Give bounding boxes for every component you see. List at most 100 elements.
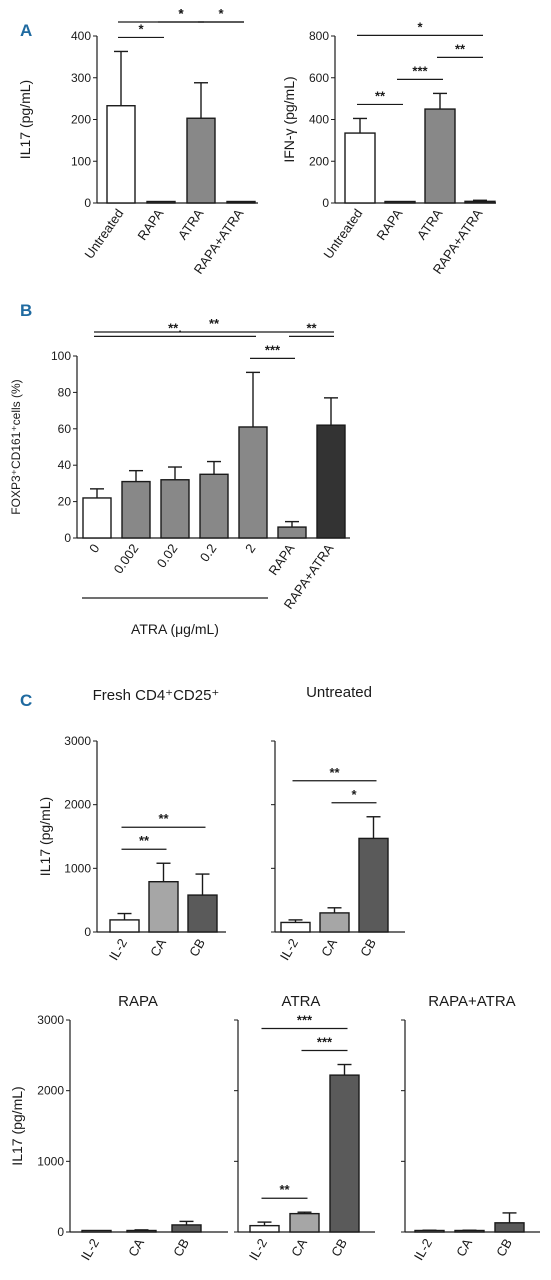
- bar-ca: [126, 1229, 157, 1233]
- significance-label: **: [329, 765, 340, 780]
- x-tick-label: IL-2: [78, 1236, 102, 1263]
- x-tick-label: RAPA: [134, 206, 166, 243]
- y-tick-label: 60: [58, 422, 72, 436]
- chart-fresh-cd4-cd25: 0 1000 2000 3000 IL17 (pg/mL) Fresh CD4⁺CD25⁺…: [37, 687, 226, 963]
- bar-rapa-atra: [464, 200, 496, 204]
- bar-cb: [187, 894, 218, 933]
- y-tick-label: 800: [309, 29, 329, 43]
- x-tick-label: CB: [170, 1236, 192, 1259]
- x-tick-label: IL-2: [246, 1236, 270, 1263]
- x-tick-label: ATRA: [414, 206, 446, 242]
- y-tick-label: 40: [58, 458, 72, 472]
- y-tick-label: 300: [71, 71, 91, 85]
- x-tick-label: ATRA: [175, 206, 207, 242]
- bar-untreated: [106, 105, 136, 204]
- y-tick-label: 100: [51, 349, 71, 363]
- y-tick-label: 200: [309, 154, 329, 168]
- x-tick-label: CA: [288, 1236, 310, 1259]
- bar-rapa: [146, 200, 176, 204]
- bar-il-2: [414, 1229, 445, 1233]
- y-axis-title: IL17 (pg/mL): [9, 1086, 25, 1165]
- bar-il-2: [249, 1224, 280, 1233]
- significance-label: ***: [265, 342, 281, 357]
- y-axis-title: IFN-γ (pg/mL): [281, 76, 297, 162]
- bar-0-02: [160, 479, 190, 539]
- y-tick-label: 0: [84, 196, 91, 210]
- significance-label: *: [351, 787, 357, 802]
- bar-il-2: [81, 1229, 112, 1233]
- chart-rapa-atra: RAPA+ATRA IL-2 CA CB: [401, 993, 540, 1263]
- y-tick-label: 2000: [37, 1084, 64, 1098]
- bar-rapa-atra: [226, 200, 256, 204]
- significance-label: **: [306, 320, 317, 335]
- y-tick-label: 200: [71, 113, 91, 127]
- significance-label: *: [417, 19, 423, 34]
- bar-0-2: [199, 473, 229, 539]
- chart-rapa: 0 1000 2000 3000 IL17 (pg/mL) RAPA IL-2 CA CB: [9, 993, 228, 1263]
- y-tick-label: 0: [64, 531, 71, 545]
- bar-2: [238, 426, 268, 539]
- significance-label: **.: [168, 320, 182, 335]
- panel-label-a: A: [20, 21, 32, 40]
- y-axis-title: IL17 (pg/mL): [17, 80, 33, 159]
- x-axis-title: ATRA (μg/mL): [131, 621, 219, 637]
- bar-ca: [454, 1229, 485, 1233]
- x-tick-label: 2: [242, 541, 258, 556]
- x-tick-label: CB: [357, 936, 379, 959]
- y-tick-label: 80: [58, 385, 72, 399]
- x-tick-label: 0.02: [154, 541, 181, 570]
- bar-il-2: [280, 921, 311, 933]
- x-tick-label: Untreated: [320, 206, 365, 261]
- chart-title: RAPA+ATRA: [428, 993, 515, 1010]
- y-tick-label: 0: [322, 196, 329, 210]
- y-tick-label: 0: [84, 925, 91, 939]
- x-tick-label: IL-2: [411, 1236, 435, 1263]
- significance-label: *: [178, 6, 184, 21]
- bar-rapa-atra: [316, 424, 346, 539]
- bar-0: [82, 497, 112, 539]
- significance-label: **: [158, 811, 169, 826]
- significance-label: **: [139, 833, 150, 848]
- significance-label: *: [178, 6, 184, 21]
- x-tick-label: CA: [147, 936, 169, 959]
- significance-label: **: [375, 88, 386, 103]
- y-axis-title: FOXP3⁺CD161⁺cells (%): [9, 379, 23, 514]
- y-tick-label: 3000: [64, 734, 91, 748]
- bar-untreated: [344, 132, 376, 204]
- x-tick-label: Untreated: [81, 206, 126, 261]
- y-tick-label: 1000: [64, 861, 91, 875]
- x-tick-label: CB: [493, 1236, 515, 1259]
- x-tick-label: CB: [186, 936, 208, 959]
- y-tick-label: 400: [309, 113, 329, 127]
- significance-label: ***: [297, 1013, 313, 1028]
- x-tick-label: CA: [125, 1236, 147, 1259]
- x-tick-label: RAPA: [265, 541, 297, 578]
- x-tick-label: CB: [328, 1236, 350, 1259]
- x-tick-label: IL-2: [106, 936, 130, 963]
- bar-cb: [358, 837, 389, 933]
- chart-title: ATRA: [282, 993, 321, 1010]
- significance-label: ***: [317, 1035, 333, 1050]
- x-tick-label: IL-2: [277, 936, 301, 963]
- bar-0-002: [121, 480, 151, 539]
- chart-foxp3-panel-b: 0 20 40 60 80 100 FOXP3⁺CD161⁺cells (%) 0 0.002 0…: [9, 316, 350, 637]
- bar-atra: [424, 108, 456, 204]
- x-tick-label: 0.002: [111, 541, 142, 576]
- y-tick-label: 2000: [64, 798, 91, 812]
- bar-atra: [186, 117, 216, 204]
- significance-label: **: [279, 1182, 290, 1197]
- x-tick-label: CA: [453, 1236, 475, 1259]
- chart-ifng-panel-a: 0 200 400 600 800 IFN-γ (pg/mL) Untreated RAPA A…: [281, 19, 496, 277]
- chart-title: RAPA: [118, 993, 158, 1010]
- significance-label: *: [138, 21, 144, 36]
- panel-label-b: B: [20, 301, 32, 320]
- chart-il17-panel-a: 0 100 200 300 400 IL17 (pg/mL) Untreated RAPA AT…: [17, 6, 258, 277]
- bar-rapa: [277, 526, 307, 539]
- chart-title: Untreated: [306, 684, 372, 701]
- significance-label: *: [218, 6, 224, 21]
- significance-label: ***: [412, 63, 428, 78]
- significance-label: **: [209, 316, 220, 331]
